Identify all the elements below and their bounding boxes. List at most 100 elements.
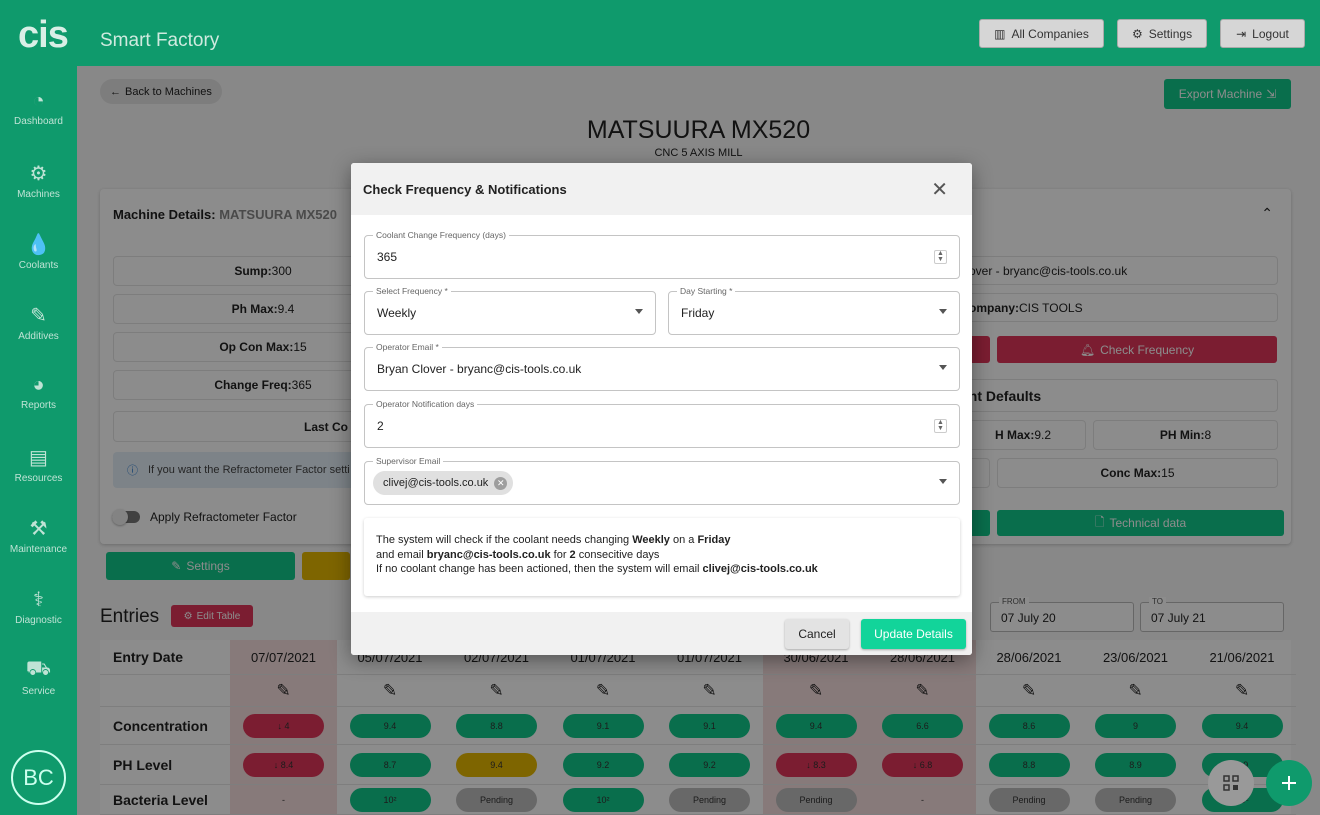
edit-entry-icon[interactable]: ✎ xyxy=(762,675,870,707)
avatar[interactable]: BC xyxy=(11,750,66,805)
pdf-icon: 🗋 xyxy=(1094,514,1105,529)
supervisor-email-dropdown[interactable]: Supervisor Email clivej@cis-tools.co.uk ✕ xyxy=(364,456,960,505)
sidebar-item-coolants[interactable]: 💧 Coolants xyxy=(0,232,77,271)
logout-icon: ⇥ xyxy=(1236,26,1247,41)
day-starting-dropdown[interactable]: Day Starting * Friday xyxy=(668,286,960,335)
table-cell: 9.4 xyxy=(762,707,870,745)
gear-icon: ⚙ xyxy=(183,610,193,622)
edit-table-button[interactable]: ⚙ Edit Table xyxy=(171,605,253,627)
logo: cis xyxy=(18,14,69,56)
check-frequency-dialog: Check Frequency & Notifications ✕ Coolant… xyxy=(351,163,972,655)
edit-entry-icon[interactable]: ✎ xyxy=(230,675,337,707)
detail-label: Op Con Max: xyxy=(219,340,294,354)
sidebar: BC ◔ Dashboard ⚙ Machines 💧 Coolants ✎ Additive… xyxy=(0,66,77,815)
sidebar-item-service[interactable]: ⛟ Service xyxy=(0,658,77,697)
detail-label: Change Freq: xyxy=(214,378,292,392)
table-cell: 9.2 xyxy=(549,745,657,785)
table-cell: ↓ 8.4 xyxy=(230,745,337,785)
cancel-button[interactable]: Cancel xyxy=(785,619,849,649)
settings-button[interactable]: ⚙ Settings xyxy=(1117,19,1207,48)
edit-entry-icon[interactable]: ✎ xyxy=(549,675,657,707)
back-to-machines-button[interactable]: ← Back to Machines xyxy=(100,79,222,104)
collapse-chevron-icon[interactable]: ⌃ xyxy=(1261,205,1273,221)
all-companies-button[interactable]: ▥ All Companies xyxy=(979,19,1104,48)
to-date-field[interactable]: TO 07 July 21 xyxy=(1140,597,1284,632)
ph-value-pill: ↓ 6.8 xyxy=(882,752,963,777)
refractometer-toggle[interactable] xyxy=(112,509,140,525)
notification-days-input[interactable]: Operator Notification days 2 ▲ ▼ xyxy=(364,399,960,448)
stepper-icon: ▲ ▼ xyxy=(934,419,947,433)
yellow-button[interactable] xyxy=(302,552,350,580)
sidebar-item-label: Service xyxy=(21,686,56,697)
ph-value-pill: 8.8 xyxy=(988,752,1070,777)
sidebar-item-diagnostic[interactable]: ⚕ Diagnostic xyxy=(0,587,77,626)
supervisor-chip: clivej@cis-tools.co.uk ✕ xyxy=(373,471,514,495)
edit-entry-icon[interactable]: ✎ xyxy=(443,675,550,707)
export-icon: ⇲ xyxy=(1266,87,1277,101)
sidebar-item-additives[interactable]: ✎ Additives xyxy=(0,303,77,342)
edit-entry-icon[interactable]: ✎ xyxy=(869,675,976,707)
ph-value-pill: 8.7 xyxy=(349,752,431,777)
ph-value-pill: 9.2 xyxy=(669,752,750,777)
logout-button[interactable]: ⇥ Logout xyxy=(1220,19,1305,48)
dialog-title: Check Frequency & Notifications xyxy=(363,181,567,197)
conc-max-box: Conc Max: 15 xyxy=(997,458,1278,488)
settings-card-button[interactable]: ✎ Settings xyxy=(106,552,295,580)
detail-label: Ph Max: xyxy=(231,302,278,316)
app-name: Smart Factory xyxy=(100,30,220,51)
page-title: MATSUURA MX520 xyxy=(586,116,811,144)
table-cell: 9.4 xyxy=(443,745,550,785)
from-date-field[interactable]: FROM 07 July 20 xyxy=(990,597,1134,632)
bac-value-pill: 10² xyxy=(349,787,431,812)
table-cell: 9.1 xyxy=(656,707,763,745)
select-frequency-dropdown[interactable]: Select Frequency * Weekly xyxy=(364,286,656,335)
qr-code-button[interactable] xyxy=(1208,760,1254,806)
sidebar-item-label: Coolants xyxy=(18,260,59,271)
sidebar-item-machines[interactable]: ⚙ Machines xyxy=(0,161,77,200)
conc-value-pill: 6.6 xyxy=(882,713,963,738)
export-machine-button[interactable]: Export Machine ⇲ xyxy=(1164,79,1291,109)
sidebar-item-label: Reports xyxy=(20,400,56,411)
edit-entry-icon[interactable]: ✎ xyxy=(975,675,1083,707)
conc-value-pill: 8.8 xyxy=(456,713,537,738)
edit-entry-icon[interactable]: ✎ xyxy=(656,675,763,707)
sidebar-item-maintenance[interactable]: ⚒ Maintenance xyxy=(0,516,77,555)
conc-value-pill: ↓ 4 xyxy=(243,713,324,738)
toggle-label: Apply Refractometer Factor xyxy=(150,510,297,524)
coolant-frequency-input[interactable]: Coolant Change Frequency (days) 365 ▲ ▼ xyxy=(364,230,960,279)
ph-value-pill: 9.2 xyxy=(562,752,644,777)
detail-label: Sump: xyxy=(234,264,272,278)
sidebar-item-resources[interactable]: ▤ Resources xyxy=(0,445,77,484)
qr-code-icon xyxy=(1223,775,1239,791)
check-frequency-button[interactable]: 🔔︎ Check Frequency xyxy=(997,336,1277,363)
update-details-button[interactable]: Update Details xyxy=(861,619,966,649)
dropdown-arrow-icon xyxy=(939,479,947,484)
ph-max-box: H Max: 9.2 xyxy=(960,420,1086,450)
conc-value-pill: 8.6 xyxy=(988,713,1070,738)
dropdown-arrow-icon xyxy=(939,309,947,314)
add-entry-button[interactable] xyxy=(1266,760,1312,806)
table-cell: 9.1 xyxy=(549,707,657,745)
sidebar-item-reports[interactable]: ◕ Reports xyxy=(0,374,77,411)
operator-email-dropdown[interactable]: Operator Email * Bryan Clover - bryanc@ci… xyxy=(364,342,960,391)
table-cell: 10² xyxy=(336,785,444,815)
summary-text: The system will check if the coolant nee… xyxy=(364,518,960,596)
top-bar: cis Smart Factory ▥ All Companies ⚙ Settin… xyxy=(0,0,1320,66)
machines-icon: ⚙ xyxy=(29,163,48,185)
remove-chip-icon[interactable]: ✕ xyxy=(494,476,508,490)
entry-date: 28/06/2021 xyxy=(975,640,1083,675)
edit-entry-icon[interactable]: ✎ xyxy=(336,675,444,707)
table-cell: Pending xyxy=(975,785,1083,815)
detail-value: 15 xyxy=(293,340,307,354)
technical-data-button[interactable]: 🗋 Technical data xyxy=(997,510,1284,536)
info-icon: ⓘ xyxy=(127,465,138,477)
sidebar-item-dashboard[interactable]: ◔ Dashboard xyxy=(0,90,77,127)
close-icon[interactable]: ✕ xyxy=(931,179,948,201)
ph-min-box: PH Min: 8 xyxy=(1093,420,1278,450)
edit-entry-icon[interactable]: ✎ xyxy=(1082,675,1189,707)
reports-icon: ◕ xyxy=(32,374,45,396)
bac-value-pill: 10² xyxy=(562,787,644,812)
entries-title: Entries xyxy=(100,606,160,627)
edit-entry-icon[interactable]: ✎ xyxy=(1188,675,1296,707)
coolants-icon: 💧 xyxy=(26,234,51,256)
